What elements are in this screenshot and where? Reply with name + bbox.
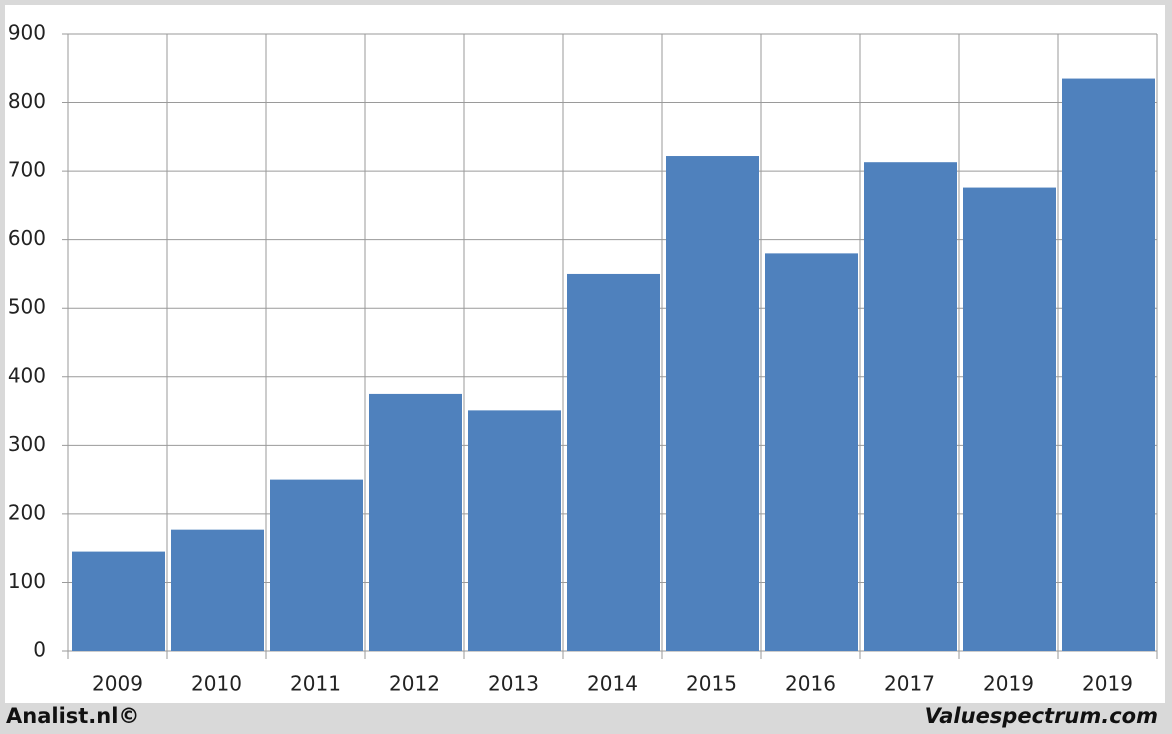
bar	[270, 479, 363, 651]
y-tick-label: 100	[8, 569, 46, 593]
x-tick-label: 2012	[389, 672, 440, 696]
bar	[72, 551, 165, 651]
bar	[765, 253, 858, 651]
x-tick-label: 2017	[884, 672, 935, 696]
y-tick-label: 600	[8, 226, 46, 250]
x-tick-label: 2010	[191, 672, 242, 696]
bar	[468, 410, 561, 651]
bar	[864, 162, 957, 651]
x-tick-label: 2011	[290, 672, 341, 696]
bar	[369, 393, 462, 651]
bar	[171, 529, 264, 651]
bar	[567, 273, 660, 651]
bar	[963, 187, 1056, 651]
y-tick-label: 800	[8, 89, 46, 113]
x-tick-label: 2015	[686, 672, 737, 696]
bar	[666, 156, 759, 652]
y-tick-label: 400	[8, 363, 46, 387]
x-tick-label: 2019	[983, 672, 1034, 696]
bar	[1062, 78, 1155, 652]
x-tick-label: 2019	[1082, 672, 1133, 696]
y-tick-label: 700	[8, 158, 46, 182]
footer-left: Analist.nl©	[6, 704, 139, 728]
y-tick-label: 0	[33, 638, 46, 662]
x-tick-label: 2009	[92, 672, 143, 696]
x-tick-label: 2016	[785, 672, 836, 696]
x-tick-label: 2013	[488, 672, 539, 696]
y-tick-label: 300	[8, 432, 46, 456]
x-tick-label: 2014	[587, 672, 638, 696]
y-tick-label: 500	[8, 295, 46, 319]
y-tick-label: 900	[8, 21, 46, 45]
footer-right: Valuespectrum.com	[925, 704, 1158, 728]
y-tick-label: 200	[8, 500, 46, 524]
